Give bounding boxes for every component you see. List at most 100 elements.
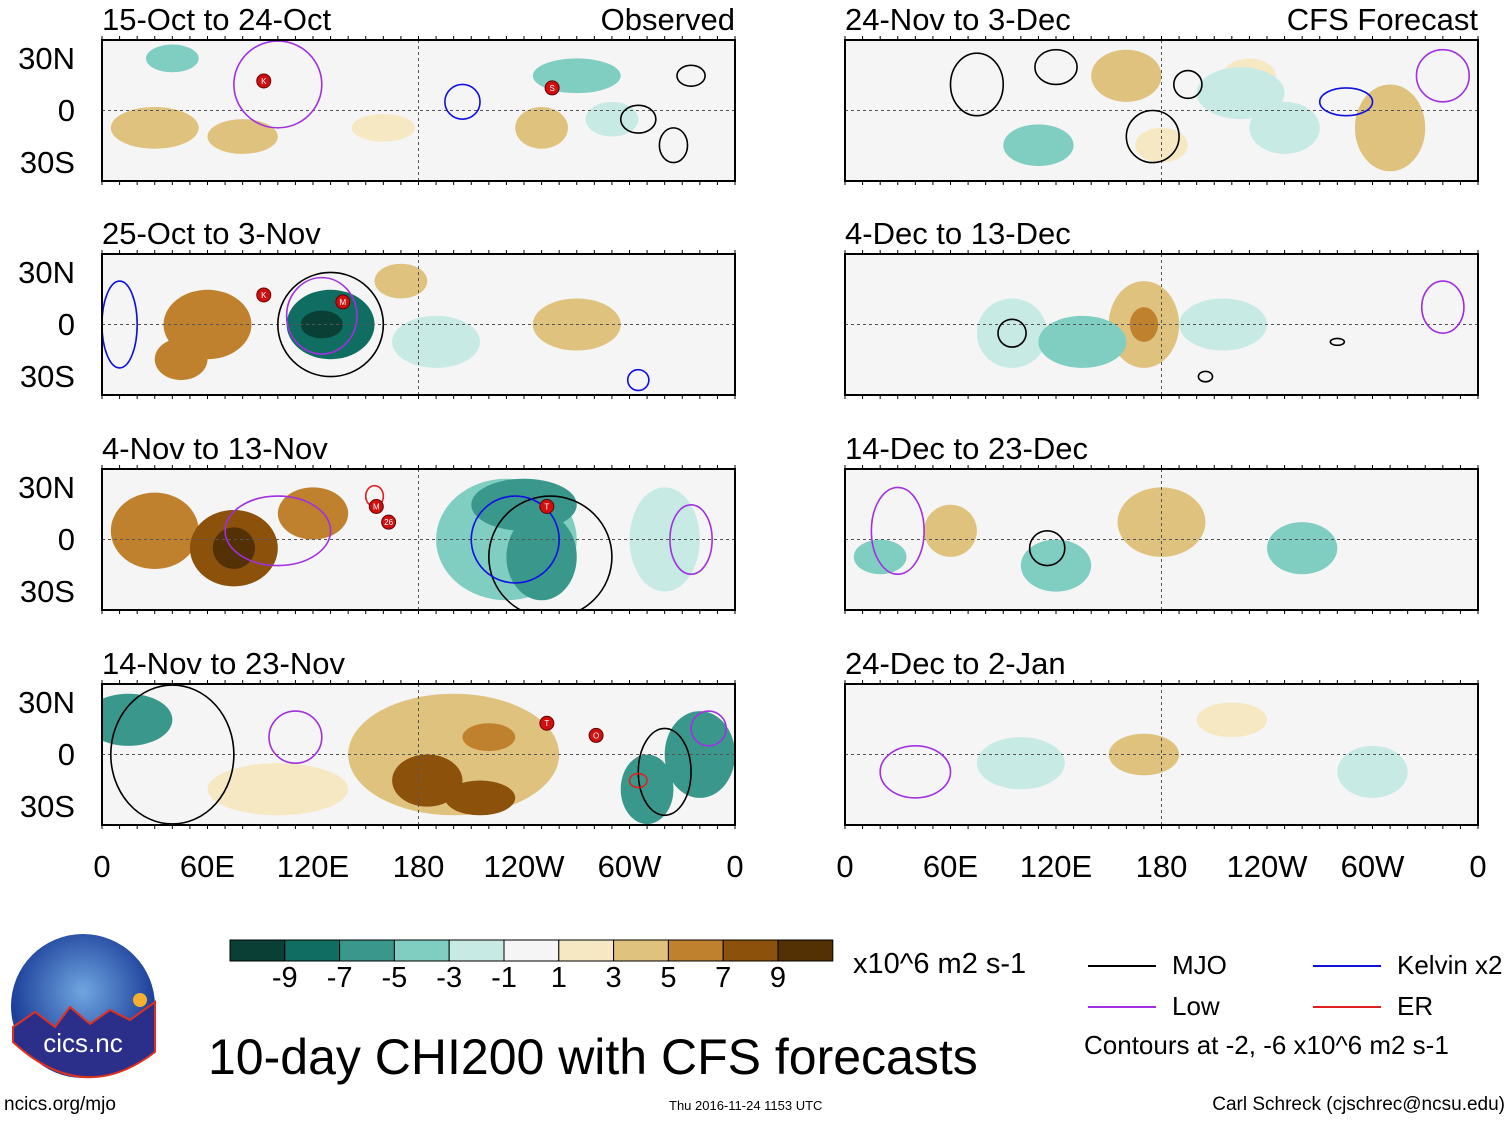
colorbar-label: 1 (550, 962, 567, 994)
cics-logo: cics.nc (11, 934, 156, 1079)
panel-title: 15-Oct to 24-Oct (102, 2, 332, 37)
lon-label: 120E (276, 849, 350, 884)
colorbar-label: -3 (436, 962, 463, 994)
anomaly-blob (207, 119, 278, 154)
lat-label: 0 (57, 521, 75, 557)
map-panel (844, 680, 1479, 829)
wave-contour (1329, 337, 1346, 347)
storm-marker (368, 499, 384, 515)
storm-label: M (340, 298, 347, 307)
column-label: CFS Forecast (1286, 2, 1478, 37)
anomaly-blob (300, 310, 343, 339)
wave-contour (628, 772, 648, 789)
wave-contour (1197, 370, 1214, 383)
anomaly-blob (471, 478, 577, 531)
panel-title: 14-Nov to 23-Nov (102, 646, 345, 681)
anomaly-blob (1020, 539, 1092, 592)
map-panel (844, 250, 1479, 399)
footer-author: Carl Schreck (cjschrec@ncsu.edu) (1212, 1094, 1505, 1115)
lat-label: 0 (57, 92, 75, 128)
wave-contour (619, 104, 657, 134)
wave-contour (1318, 87, 1374, 117)
anomaly-blob (392, 315, 481, 368)
map-panel: TO (101, 680, 736, 829)
wave-contour (1173, 69, 1203, 100)
contour-note: Contours at -2, -6 x10^6 m2 s-1 (1084, 1030, 1449, 1060)
wave-contour (658, 127, 689, 164)
legend-line (1088, 1006, 1156, 1008)
anomaly-blob (1249, 101, 1320, 154)
storm-marker (539, 715, 555, 731)
panel-title: 4-Nov to 13-Nov (102, 431, 328, 466)
figure-title: 10-day CHI200 with CFS forecasts (208, 1029, 978, 1085)
anomaly-blob (976, 737, 1065, 790)
lon-label: 180 (1135, 849, 1188, 884)
storm-label: T (544, 503, 549, 512)
footer-timestamp: Thu 2016-11-24 1153 UTC (669, 1098, 823, 1113)
panel-title: 24-Dec to 2-Jan (845, 646, 1066, 681)
panel-title: 14-Dec to 23-Dec (845, 431, 1088, 466)
anomaly-blob (392, 754, 463, 807)
storm-label: O (593, 731, 599, 740)
storm-label: K (261, 77, 267, 86)
wave-contour (879, 745, 952, 799)
wave-contour (233, 40, 323, 129)
wave-contour (1034, 48, 1078, 86)
lat-label: 30S (19, 788, 75, 824)
lon-label: 0 (1469, 849, 1487, 884)
lon-label: 120W (483, 849, 565, 884)
lon-label: 60W (1340, 849, 1405, 884)
lat-label: 30N (18, 40, 75, 76)
lat-label: 0 (57, 306, 75, 342)
anomaly-blob (400, 75, 507, 128)
anomaly-blob (515, 107, 568, 149)
lon-label: 180 (392, 849, 445, 884)
colorbar-label: -9 (271, 962, 298, 994)
panel-title: 24-Nov to 3-Dec (845, 2, 1071, 37)
storm-marker (588, 727, 604, 743)
legend-label: Kelvin x2 (1397, 950, 1503, 980)
anomaly-blob (1135, 127, 1188, 163)
lat-label: 30N (18, 684, 75, 720)
storm-label: T (544, 719, 549, 728)
anomaly-blob (145, 44, 199, 73)
wave-contour (102, 280, 138, 369)
wave-contour (444, 83, 481, 120)
legend-line (1088, 965, 1156, 967)
wave-contour (949, 52, 1005, 117)
wave-contour (268, 710, 323, 764)
storm-marker (544, 80, 560, 96)
colorbar-label: -7 (326, 962, 353, 994)
wave-contour (1028, 530, 1066, 567)
lon-label: 120E (1019, 849, 1093, 884)
anomaly-blob (462, 723, 516, 752)
colorbar-label: 9 (769, 962, 787, 994)
colorbar-label: -1 (491, 962, 517, 994)
storm-label: M (373, 503, 380, 512)
anomaly-blob (1354, 84, 1426, 172)
wave-contour (285, 276, 358, 355)
lon-label: 60E (922, 849, 979, 884)
storm-label: 26 (384, 518, 393, 527)
lon-label: 120W (1226, 849, 1308, 884)
storm-marker (256, 287, 272, 303)
legend-label: ER (1397, 991, 1434, 1021)
wave-contour (277, 271, 385, 378)
colorbar-label: 5 (660, 962, 677, 994)
storm-marker (381, 514, 397, 530)
anomaly-blob (1091, 49, 1162, 102)
anomaly-blob (102, 693, 173, 746)
lon-label: 0 (726, 849, 744, 884)
colorbar-label: 7 (715, 962, 732, 994)
anomaly-blob (1196, 702, 1268, 738)
colorbar-label: 3 (605, 962, 622, 994)
storm-marker (335, 294, 351, 310)
anomaly-blob (351, 113, 415, 142)
lon-label: 60E (179, 849, 236, 884)
anomaly-blob (1129, 307, 1158, 342)
storm-marker (539, 499, 555, 515)
units-label: x10^6 m2 s-1 (853, 948, 1027, 980)
wave-contour (1420, 280, 1465, 334)
footer-url[interactable]: ncics.org/mjo (4, 1094, 116, 1115)
wave-contour (1415, 48, 1471, 103)
